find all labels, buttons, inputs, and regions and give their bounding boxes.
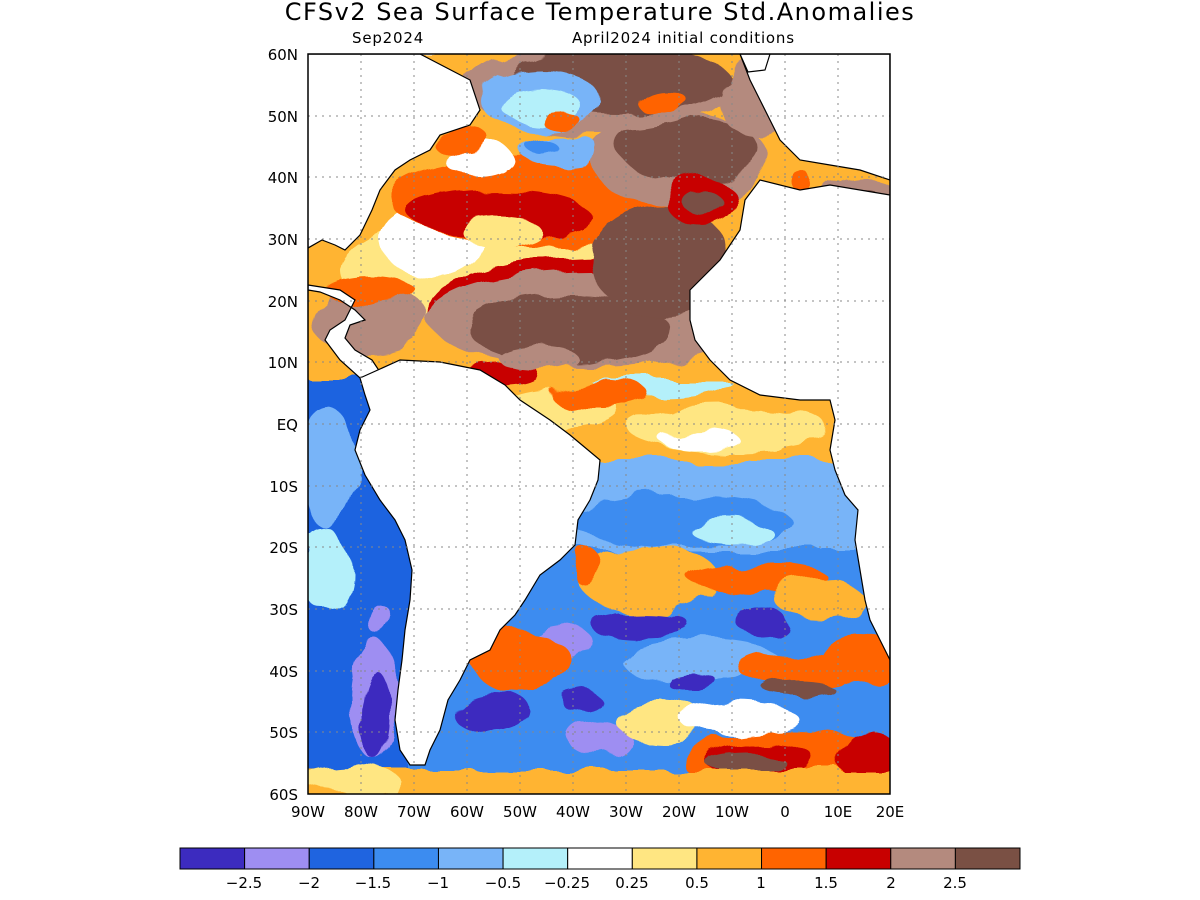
greenland-land (739, 54, 771, 73)
legend-label: −1 (427, 874, 449, 892)
lat-tick-label: 30N (268, 231, 298, 249)
lat-tick-label: 40N (268, 169, 298, 187)
legend-swatch (825, 847, 892, 870)
lat-tick-label: 60N (268, 46, 298, 64)
legend-label: −0.25 (544, 874, 590, 892)
legend-swatch (761, 847, 827, 870)
lat-lon-grid (308, 54, 890, 794)
legend-label: 2.5 (943, 874, 967, 892)
lat-tick-label: 30S (269, 601, 298, 619)
lon-tick-label: 20E (876, 803, 905, 821)
legend-label: 0.5 (685, 874, 709, 892)
lon-tick-label: 40W (556, 803, 590, 821)
lat-tick-label: 20N (268, 293, 298, 311)
lat-tick-label: 10N (268, 354, 298, 372)
legend-swatch (179, 847, 246, 870)
lon-tick-label: 10W (715, 803, 749, 821)
lat-tick-label: 60S (269, 786, 298, 804)
lat-tick-label: 10S (269, 478, 298, 496)
lon-tick-label: 90W (291, 803, 325, 821)
lon-tick-label: 80W (344, 803, 378, 821)
legend-label: 1 (756, 874, 766, 892)
initial-conditions-label: April2024 initial conditions (572, 29, 795, 47)
legend-label: 1.5 (814, 874, 838, 892)
legend-swatch (373, 847, 439, 870)
land-masses (308, 54, 890, 766)
europe-land (739, 54, 890, 181)
legend-swatch (631, 847, 698, 870)
color-legend (179, 847, 1021, 870)
legend-label: −0.5 (485, 874, 521, 892)
north-america-land (308, 54, 481, 251)
lon-tick-label: 20W (662, 803, 696, 821)
forecast-month-label: Sep2024 (352, 29, 425, 47)
legend-label: 2 (886, 874, 896, 892)
lon-tick-label: 50W (503, 803, 537, 821)
legend-swatch (502, 847, 569, 870)
legend-swatch (954, 847, 1021, 870)
longitude-axis: 90W 80W 70W 60W 50W 40W 30W 20W 10W 0 10… (291, 803, 904, 821)
lat-tick-label: 50N (268, 108, 298, 126)
lon-tick-label: 0 (780, 803, 790, 821)
lat-tick-label: 40S (269, 663, 298, 681)
legend-swatch (567, 847, 633, 870)
central-america-land (308, 284, 381, 379)
legend-swatch (244, 847, 310, 870)
legend-swatch (437, 847, 504, 870)
legend-label: −1.5 (355, 874, 391, 892)
legend-labels: −2.5 −2 −1.5 −1 −0.5 −0.25 0.25 0.5 1 1.… (226, 874, 967, 892)
lon-tick-label: 30W (609, 803, 643, 821)
latitude-axis: 60N 50N 40N 30N 20N 10N EQ 10S 20S 30S 4… (268, 46, 298, 804)
legend-swatch (308, 847, 375, 870)
map-title: CFSv2 Sea Surface Temperature Std.Anomal… (284, 0, 916, 26)
lon-tick-label: 70W (397, 803, 431, 821)
legend-label: −2.5 (226, 874, 262, 892)
legend-swatch (890, 847, 956, 870)
legend-swatch (696, 847, 763, 870)
south-america-land (354, 359, 601, 766)
lon-tick-label: 60W (450, 803, 484, 821)
lon-tick-label: 10E (824, 803, 853, 821)
legend-label: 0.25 (615, 874, 648, 892)
africa-land (689, 179, 890, 661)
lat-tick-label: EQ (277, 416, 298, 434)
lat-tick-label: 50S (269, 724, 298, 742)
map-frame (307, 53, 891, 795)
lat-tick-label: 20S (269, 539, 298, 557)
legend-label: −2 (298, 874, 320, 892)
